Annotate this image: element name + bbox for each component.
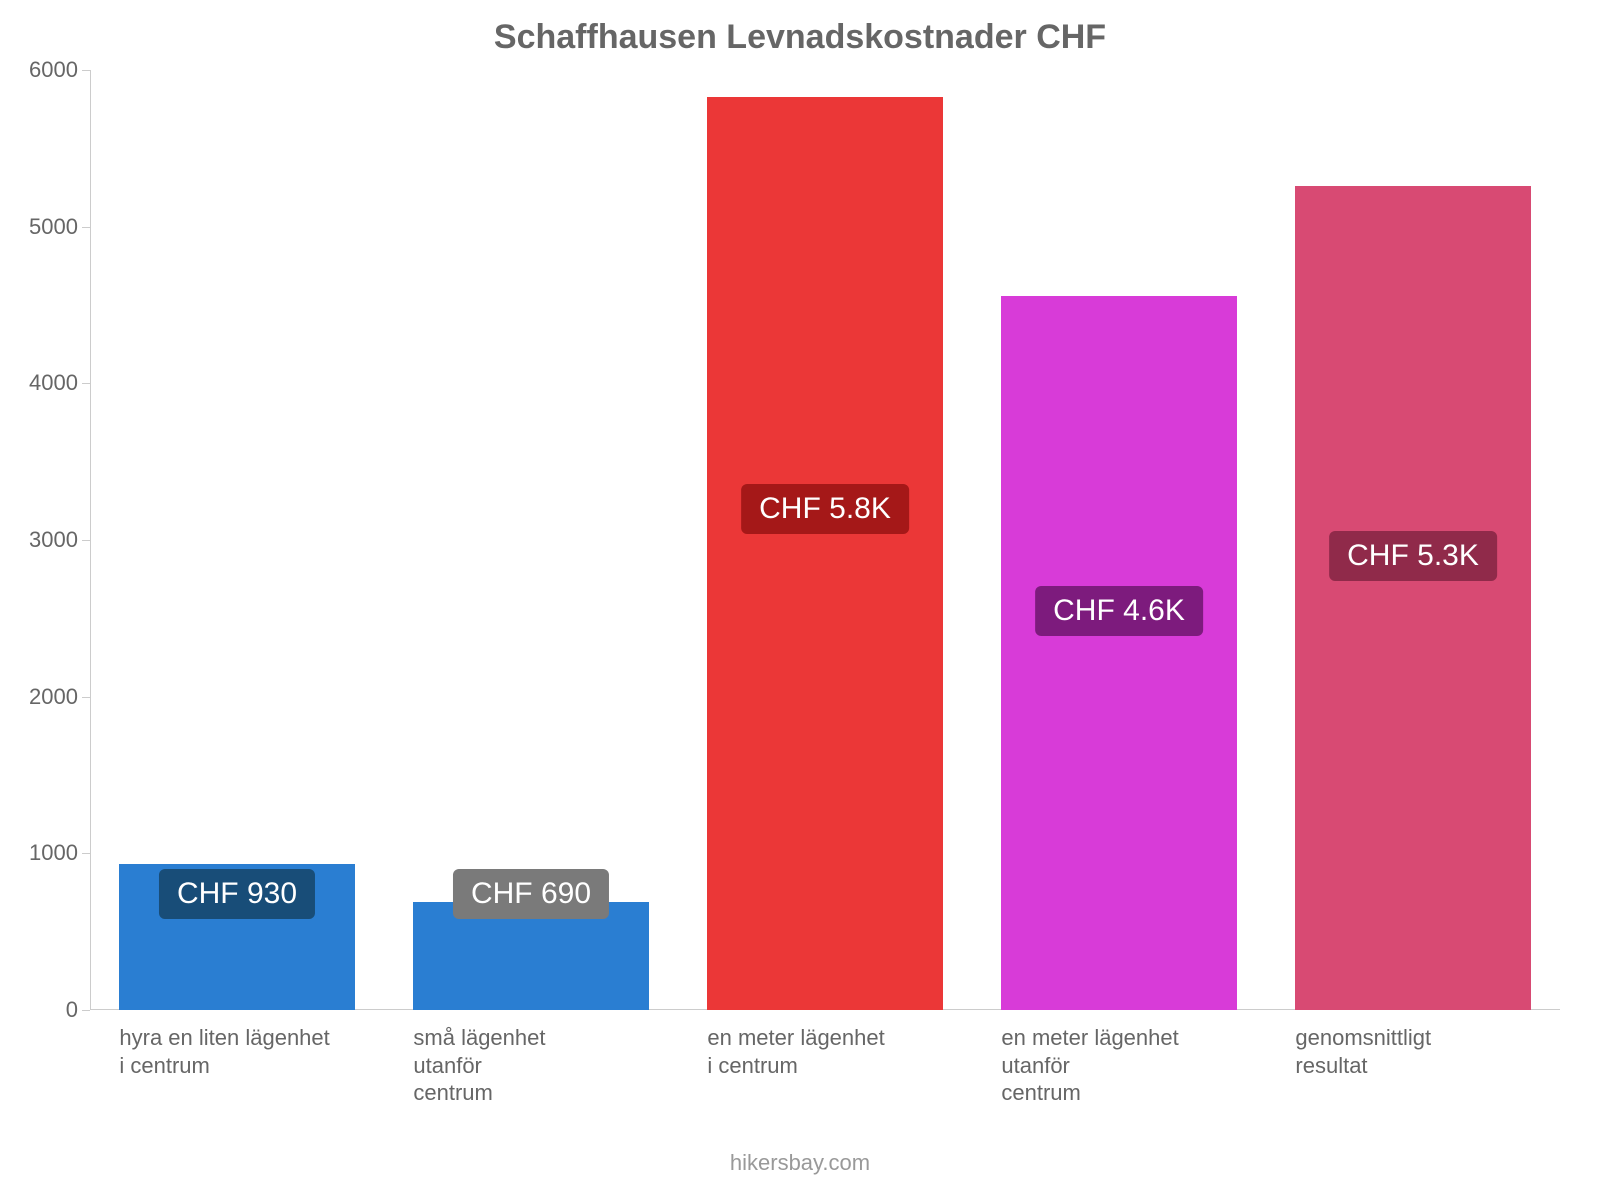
- y-tick-label: 1000: [29, 840, 90, 866]
- y-tick-label: 6000: [29, 57, 90, 83]
- y-axis-line: [90, 70, 91, 1010]
- y-tick-label: 4000: [29, 370, 90, 396]
- bar: [1001, 296, 1236, 1010]
- y-tick-label: 2000: [29, 684, 90, 710]
- x-category-label: en meter lägenhet utanför centrum: [1001, 1010, 1236, 1107]
- bar-value-label: CHF 5.3K: [1329, 531, 1497, 581]
- bar: [1295, 186, 1530, 1010]
- x-category-label: en meter lägenhet i centrum: [707, 1010, 942, 1079]
- x-category-label: små lägenhet utanför centrum: [413, 1010, 648, 1107]
- x-category-label: genomsnittligt resultat: [1295, 1010, 1530, 1079]
- bar: [707, 97, 942, 1010]
- chart-title: Schaffhausen Levnadskostnader CHF: [0, 18, 1600, 57]
- bar-value-label: CHF 930: [159, 869, 315, 919]
- bar-value-label: CHF 5.8K: [741, 484, 909, 534]
- y-tick-label: 5000: [29, 214, 90, 240]
- footer-credit: hikersbay.com: [0, 1150, 1600, 1176]
- y-tick-label: 0: [66, 997, 90, 1023]
- x-category-label: hyra en liten lägenhet i centrum: [119, 1010, 354, 1079]
- plot-area: 0100020003000400050006000CHF 930hyra en …: [90, 70, 1560, 1010]
- bar-value-label: CHF 690: [453, 869, 609, 919]
- bar-chart: Schaffhausen Levnadskostnader CHF 010002…: [0, 0, 1600, 1200]
- y-tick-label: 3000: [29, 527, 90, 553]
- bar-value-label: CHF 4.6K: [1035, 586, 1203, 636]
